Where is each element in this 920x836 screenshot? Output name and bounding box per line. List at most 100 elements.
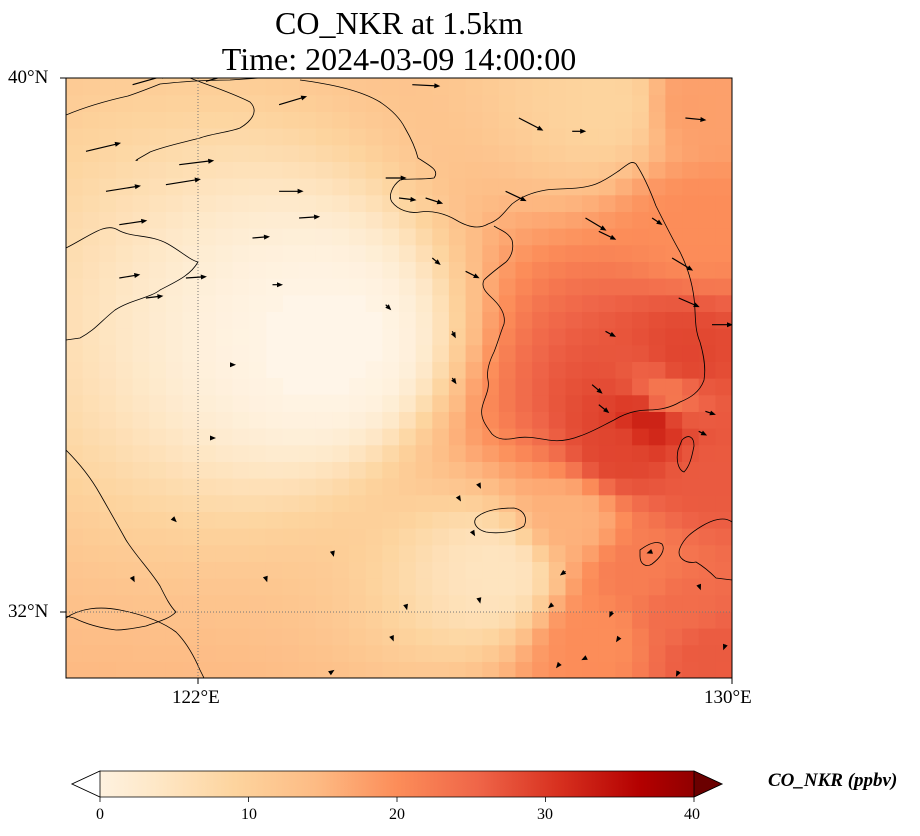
field-cell bbox=[249, 244, 267, 262]
field-cell bbox=[682, 328, 700, 346]
field-cell bbox=[349, 278, 367, 296]
field-cell bbox=[648, 394, 666, 412]
field-cell bbox=[615, 294, 633, 312]
field-cell bbox=[532, 161, 550, 179]
field-cell bbox=[132, 644, 150, 662]
field-cell bbox=[249, 78, 267, 96]
wind-vector bbox=[685, 117, 707, 122]
field-cell bbox=[448, 378, 467, 396]
field-cell bbox=[315, 661, 334, 678]
field-cell bbox=[315, 494, 334, 512]
field-cell bbox=[482, 461, 500, 479]
field-cell bbox=[232, 128, 250, 146]
field-cell bbox=[82, 628, 100, 646]
coastline-tsushima bbox=[676, 436, 695, 473]
wind-vector-head bbox=[297, 188, 304, 194]
wind-vector-head bbox=[469, 529, 476, 537]
field-cell bbox=[115, 444, 134, 462]
field-cell bbox=[598, 461, 616, 479]
field-cell bbox=[182, 611, 200, 629]
field-cell bbox=[448, 94, 467, 112]
field-cell bbox=[598, 661, 616, 678]
field-cell bbox=[249, 194, 267, 212]
field-cell bbox=[249, 278, 267, 296]
field-cell bbox=[82, 611, 100, 629]
field-cell bbox=[399, 628, 417, 646]
field-cell bbox=[665, 361, 683, 379]
field-cell bbox=[99, 411, 117, 429]
field-cell bbox=[515, 461, 533, 479]
field-cell bbox=[165, 278, 184, 296]
field-cell bbox=[399, 494, 417, 512]
field-cell bbox=[682, 594, 700, 612]
field-cell bbox=[182, 511, 200, 529]
field-cell bbox=[66, 144, 84, 162]
field-cell bbox=[149, 578, 167, 596]
wind-vector-head bbox=[646, 549, 653, 554]
field-cell bbox=[365, 594, 383, 612]
field-cell bbox=[548, 128, 567, 146]
field-cell bbox=[315, 278, 334, 296]
field-cell bbox=[482, 511, 500, 529]
field-cell bbox=[715, 628, 732, 646]
field-cell bbox=[482, 128, 500, 146]
field-cell bbox=[665, 478, 683, 496]
field-cell bbox=[615, 461, 633, 479]
field-cell bbox=[615, 578, 633, 596]
wind-vector bbox=[598, 230, 617, 240]
wind-vector-head bbox=[536, 125, 544, 131]
field-cell bbox=[165, 78, 184, 96]
field-cell bbox=[432, 511, 450, 529]
field-cell bbox=[548, 628, 567, 646]
field-cell bbox=[532, 261, 550, 279]
field-cell bbox=[632, 561, 650, 579]
field-cell bbox=[448, 544, 467, 562]
field-cell bbox=[66, 394, 84, 412]
field-cell bbox=[99, 78, 117, 96]
field-cell bbox=[215, 394, 234, 412]
field-cell bbox=[215, 328, 234, 346]
field-cell bbox=[515, 411, 533, 429]
field-cell bbox=[382, 211, 400, 229]
field-cell bbox=[399, 511, 417, 529]
field-cell bbox=[249, 444, 267, 462]
field-cell bbox=[498, 94, 517, 112]
field-cell bbox=[532, 328, 550, 346]
field-cell bbox=[598, 278, 616, 296]
field-cell bbox=[382, 494, 400, 512]
field-cell bbox=[232, 78, 250, 96]
field-cell bbox=[698, 628, 716, 646]
field-cell bbox=[432, 211, 450, 229]
wind-vector-head bbox=[520, 196, 527, 202]
field-cell bbox=[682, 344, 700, 362]
field-cell bbox=[365, 78, 383, 96]
field-cell bbox=[232, 178, 250, 196]
field-cell bbox=[66, 294, 84, 312]
field-cell bbox=[682, 211, 700, 229]
field-cell bbox=[415, 161, 433, 179]
field-cell bbox=[249, 178, 267, 196]
field-cell bbox=[382, 311, 400, 329]
wind-vector-head bbox=[473, 273, 480, 279]
field-cell bbox=[548, 378, 567, 396]
field-cell bbox=[498, 394, 517, 412]
field-cell bbox=[598, 494, 616, 512]
field-cell bbox=[132, 161, 150, 179]
field-cell bbox=[532, 628, 550, 646]
field-cell bbox=[465, 144, 483, 162]
field-cell bbox=[498, 78, 517, 96]
field-cell bbox=[648, 511, 666, 529]
field-cell bbox=[582, 611, 600, 629]
wind-vector-head bbox=[400, 175, 407, 181]
field-cell bbox=[682, 494, 700, 512]
field-cell bbox=[165, 194, 184, 212]
field-cell bbox=[548, 261, 567, 279]
field-cell bbox=[199, 411, 217, 429]
colorbar-tick-label-0: 0 bbox=[96, 806, 104, 823]
field-cell bbox=[665, 378, 683, 396]
wind-vector bbox=[609, 611, 614, 618]
field-cell bbox=[199, 311, 217, 329]
field-cell bbox=[565, 144, 583, 162]
field-cell bbox=[482, 294, 500, 312]
field-cell bbox=[482, 78, 500, 96]
